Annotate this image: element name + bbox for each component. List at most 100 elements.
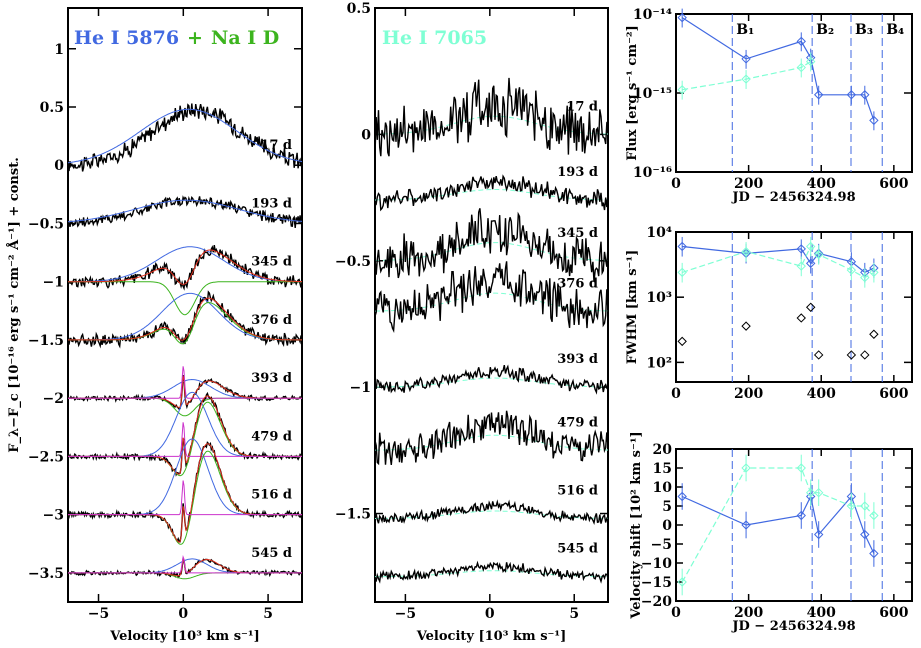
data-point: [869, 115, 879, 126]
data-point: [846, 265, 857, 275]
data-point: [741, 74, 751, 84]
y-tick-label: −20: [641, 594, 672, 610]
x-tick-label: −5: [395, 606, 416, 622]
data-point: [813, 487, 824, 498]
epoch-label: 393 d: [251, 371, 292, 386]
y-tick-label: 20: [653, 442, 673, 458]
panel-title: He I 7065: [382, 27, 487, 49]
y-tick-label: −15: [641, 575, 672, 591]
data-point: [869, 510, 879, 521]
fit-broad-193d: [68, 199, 302, 223]
data-point: [813, 249, 824, 260]
spectrum-193d: [68, 195, 302, 228]
spectrum-393d: [375, 364, 608, 395]
bin-label: B₂: [816, 22, 834, 38]
y-tick-label: 0.5: [347, 1, 371, 17]
fit-broad-345d: [68, 246, 302, 283]
panel-flux: 0 200 400 600 10⁻¹⁴ 10⁻¹⁵ 10⁻¹⁶ B₁ B₂ B₃ B₄ JD − 24…: [625, 7, 913, 205]
x-tick-label: 5: [569, 606, 579, 622]
epoch-label: 193 d: [251, 196, 292, 211]
epoch-label: 479 d: [557, 415, 598, 430]
epoch-label: 345 d: [251, 255, 292, 270]
y-tick-label: 0.5: [40, 100, 64, 116]
x-tick-label: 0: [671, 176, 681, 192]
bin-label: B₄: [886, 22, 904, 38]
spectrum-193d: [375, 174, 608, 212]
series-line: [681, 467, 875, 583]
data-point: [677, 577, 687, 587]
epoch-label: 193 d: [557, 165, 598, 180]
data-point: [741, 246, 751, 257]
series-cyan: [677, 236, 879, 288]
epoch-label: 516 d: [557, 484, 598, 499]
x-tick-label: 200: [734, 176, 763, 192]
data-point: [846, 501, 857, 511]
data-point: [860, 272, 870, 283]
bin-label: B₁: [736, 22, 754, 38]
x-axis-label: JD − 2456324.98: [731, 619, 855, 634]
x-tick-label: 0: [485, 606, 495, 622]
epoch-label: 479 d: [251, 429, 292, 444]
y-tick-label: 15: [653, 461, 672, 477]
data-point: [846, 90, 857, 100]
fit-narrow-516d: [68, 480, 302, 516]
data-point: [805, 302, 816, 312]
title-he5876: He I 5876: [74, 27, 179, 49]
spectrum-479d: [375, 410, 608, 466]
data-point: [677, 241, 687, 252]
data-point: [741, 520, 751, 530]
panel-he5876-frame: [67, 7, 303, 603]
x-tick-label: 200: [734, 605, 763, 621]
y-tick-label: 10⁻¹⁴: [633, 7, 672, 23]
y-tick-label: 10³: [646, 290, 672, 306]
x-tick-label: 600: [879, 386, 908, 402]
data-point: [813, 90, 824, 100]
data-point: [813, 529, 824, 540]
data-point: [860, 501, 870, 511]
fit-narrow-479d: [68, 422, 302, 457]
data-point: [677, 267, 687, 278]
panel-title: He I 5876 + Na I D: [74, 27, 279, 49]
he5876-spectra: [68, 103, 302, 580]
x-tick-label: 0: [671, 605, 681, 621]
panel-velshift-frame: [675, 448, 913, 602]
panel-velshift: 0 200 400 600 20 15 10 5 0 −5 −10 −15 −20 JD − 245632…: [629, 431, 913, 634]
epoch-label: 376 d: [251, 313, 292, 328]
y-axis-label: Velocity shift [10² km s⁻¹]: [629, 431, 644, 619]
data-point: [805, 56, 816, 67]
data-point: [796, 463, 806, 473]
x-tick-label: 200: [734, 386, 763, 402]
x-tick-label: 0: [178, 606, 188, 622]
data-point: [869, 548, 879, 559]
panel-flux-frame: [675, 13, 913, 173]
data-point: [805, 487, 816, 498]
y-tick-label: −0.5: [28, 216, 64, 232]
series-black: [677, 302, 879, 360]
x-tick-label: 600: [879, 605, 908, 621]
data-point: [805, 258, 816, 269]
spectrum-345d: [375, 208, 608, 282]
y-axis-label: Flux [erg s⁻¹ cm⁻²]: [625, 25, 640, 161]
he7065-spectra: [375, 77, 608, 584]
x-axis-label: Velocity [10³ km s⁻¹]: [109, 629, 260, 644]
epoch-label: 545 d: [557, 542, 598, 557]
x-tick-label: 0: [671, 386, 681, 402]
data-point: [869, 267, 879, 278]
series-line: [681, 17, 875, 121]
series-blue: [677, 8, 879, 131]
fit-total-376d: [68, 297, 302, 341]
series-cyan: [677, 454, 879, 596]
y-axis-label: FWHM [km s⁻¹]: [625, 250, 640, 365]
y-tick-label: −3.5: [28, 566, 64, 582]
data-point: [741, 463, 751, 473]
data-point: [677, 12, 687, 23]
fit-516d: [375, 510, 608, 519]
y-tick-label: 0: [361, 127, 371, 143]
series-line: [682, 61, 812, 91]
data-point: [813, 350, 824, 360]
y-tick-label: −1.5: [28, 333, 64, 349]
panel-he5876: −5 0 5 1 0.5 0 −0.5 −1 −1.5 −2 −2.5 −3 −3.5 17 d 193 d…: [6, 7, 303, 644]
data-point: [677, 491, 687, 502]
series-line: [681, 494, 875, 554]
